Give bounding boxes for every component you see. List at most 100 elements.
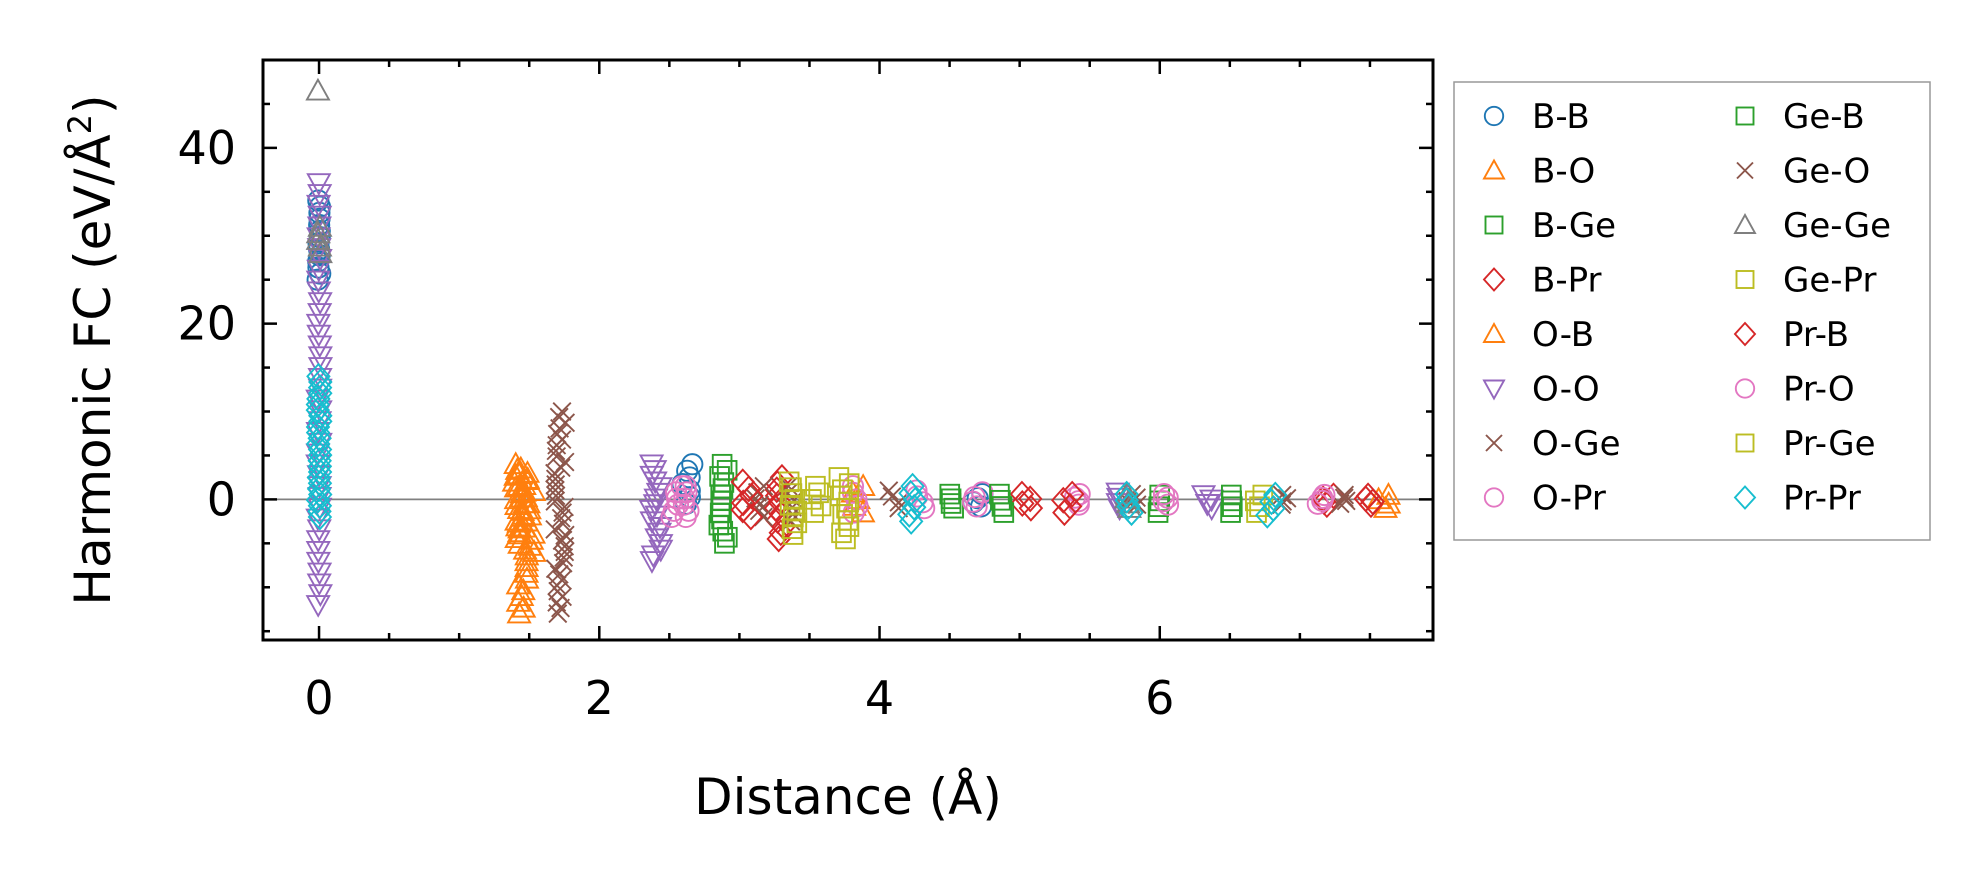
data-point-o-o [307, 303, 333, 326]
data-point-o-ge [555, 452, 575, 472]
data-point-pr-pr [306, 362, 331, 390]
data-point-ge-b [991, 496, 1013, 517]
legend-marker-ge-o [1736, 161, 1754, 180]
data-point-pr-pr [307, 503, 333, 531]
data-point-b-pr [1009, 480, 1035, 508]
data-point-o-o [305, 270, 331, 294]
data-point-o-ge [549, 564, 569, 584]
data-point-o-o [306, 259, 332, 283]
data-point-o-o [305, 541, 331, 564]
y-tick-label: 0 [207, 472, 236, 526]
legend-label: B-B [1532, 97, 1590, 137]
data-point-pr-o [1156, 486, 1179, 509]
x-axis-label: Distance (Å) [694, 768, 1002, 826]
data-point-o-b [504, 507, 530, 531]
y-axis-label-main: Harmonic FC (eV/Å [64, 134, 122, 605]
data-point-o-o [307, 184, 333, 207]
data-point-o-ge [551, 598, 570, 618]
legend-item-o-b: O-B [1482, 315, 1594, 355]
data-point-pr-o [1152, 483, 1176, 506]
data-point-ge-ge [307, 233, 333, 257]
data-point-o-ge [547, 424, 567, 444]
data-point-ge-pr [779, 494, 801, 516]
data-point-ge-pr [838, 473, 860, 494]
data-point-b-ge [711, 490, 733, 512]
data-point-o-b [1375, 482, 1402, 505]
y-tick-label: 20 [177, 297, 236, 351]
data-point-o-pr [971, 481, 994, 504]
series-ge-ge [305, 77, 1143, 518]
legend-label: Ge-B [1783, 97, 1865, 137]
legend-marker-o-o [1482, 379, 1506, 401]
legend-item-pr-pr: Pr-Pr [1733, 479, 1861, 519]
data-point-pr-pr [1263, 481, 1288, 509]
legend-marker-pr-o [1734, 378, 1756, 399]
legend-item-o-pr: O-Pr [1483, 479, 1606, 519]
series-ge-b [989, 483, 1243, 523]
data-point-b-pr [1017, 485, 1043, 513]
data-point-ge-pr [782, 524, 804, 545]
data-point-pr-o [675, 481, 698, 504]
legend-marker-ge-b [1735, 106, 1755, 126]
y-axis-label-superscript: 2 [61, 114, 99, 134]
data-point-ge-pr [1249, 496, 1270, 518]
data-point-o-b [506, 519, 533, 543]
data-point-o-ge [555, 497, 574, 517]
x-tick-labels: 0 2 4 6 [304, 671, 1174, 725]
data-point-o-b [509, 583, 535, 606]
data-point-ge-ge [307, 240, 333, 264]
data-point-b-o [503, 451, 529, 474]
data-point-o-b [506, 473, 532, 496]
data-point-o-o [305, 194, 332, 218]
data-point-o-o [306, 562, 333, 586]
data-point-o-b [514, 565, 540, 589]
data-point-pr-b [1059, 480, 1085, 508]
data-point-pr-ge [801, 489, 822, 510]
data-point-o-o [306, 324, 332, 348]
data-point-pr-pr [307, 379, 333, 407]
data-point-ge-b [1220, 502, 1241, 523]
legend-label: B-O [1532, 152, 1595, 192]
data-point-pr-pr [902, 486, 928, 514]
legend-item-ge-pr: Ge-Pr [1735, 261, 1876, 301]
series-o-ge [545, 402, 1297, 624]
data-point-o-b [513, 548, 540, 572]
data-point-pr-pr [307, 458, 333, 486]
data-point-pr-b [1052, 499, 1077, 527]
data-point-o-o [306, 173, 332, 196]
data-point-pr-b [736, 475, 761, 503]
data-point-o-b [512, 536, 538, 560]
data-point-ge-ge [305, 77, 331, 101]
data-point-ge-o [889, 498, 909, 518]
x-tick-label: 6 [1145, 671, 1174, 725]
data-point-pr-pr [1114, 480, 1139, 508]
data-point-o-b [513, 560, 540, 583]
axis-ticks [263, 58, 1433, 640]
data-point-pr-o [1156, 493, 1180, 516]
data-point-b-pr [763, 494, 789, 522]
data-point-b-o [514, 460, 541, 483]
data-point-pr-o [674, 475, 697, 498]
data-point-pr-ge [808, 482, 829, 504]
data-point-ge-o [1335, 485, 1355, 505]
legend-marker-o-pr [1483, 487, 1505, 508]
data-point-pr-o [1313, 483, 1336, 507]
legend-marker-o-ge [1485, 434, 1503, 452]
data-point-o-ge [545, 559, 565, 579]
legend-item-ge-o: Ge-O [1736, 152, 1870, 192]
data-point-o-o [307, 584, 333, 607]
data-point-ge-ge [307, 214, 333, 237]
data-point-ge-o [1334, 488, 1354, 508]
data-point-o-b [506, 461, 532, 485]
data-point-o-ge [553, 503, 573, 523]
data-point-o-ge [548, 581, 568, 601]
data-point-o-o [305, 551, 332, 575]
data-point-pr-pr [306, 475, 332, 503]
data-point-o-o [307, 292, 333, 315]
legend-label: O-B [1532, 315, 1594, 355]
legend-marker-b-ge [1484, 215, 1504, 235]
legend-label: O-Ge [1532, 424, 1621, 464]
data-point-pr-pr [305, 396, 331, 424]
data-point-o-ge [551, 458, 571, 478]
data-point-pr-pr [307, 447, 332, 475]
